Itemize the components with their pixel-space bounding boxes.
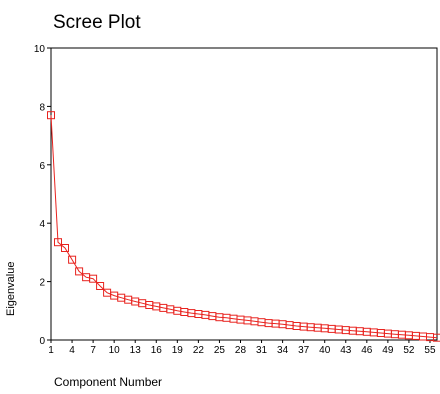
x-tick-label: 7 bbox=[90, 345, 96, 356]
x-axis-label: Component Number bbox=[54, 375, 163, 389]
y-tick-label: 10 bbox=[34, 44, 46, 55]
eigenvalue-markers bbox=[47, 111, 440, 342]
y-axis-ticks: 0 2 4 6 8 10 bbox=[34, 44, 51, 347]
x-tick-label: 10 bbox=[109, 345, 121, 356]
x-tick-label: 55 bbox=[424, 345, 436, 356]
plot-frame bbox=[50, 47, 438, 341]
x-tick-label: 49 bbox=[382, 345, 394, 356]
data-point-marker bbox=[68, 255, 77, 264]
x-tick-label: 31 bbox=[256, 345, 268, 356]
x-tick-label: 43 bbox=[340, 345, 352, 356]
x-tick-label: 46 bbox=[361, 345, 373, 356]
x-tick-label: 37 bbox=[298, 345, 310, 356]
x-tick-label: 28 bbox=[235, 345, 247, 356]
eigenvalue-line bbox=[50, 115, 438, 339]
data-point-marker bbox=[75, 267, 84, 276]
x-tick-label: 25 bbox=[214, 345, 226, 356]
data-point-marker bbox=[433, 333, 440, 342]
y-tick-label: 4 bbox=[39, 219, 45, 230]
x-tick-label: 52 bbox=[403, 345, 415, 356]
y-tick-label: 2 bbox=[39, 278, 45, 289]
data-point-marker bbox=[96, 282, 105, 290]
data-point-marker bbox=[54, 238, 62, 247]
y-tick-label: 8 bbox=[39, 102, 45, 113]
x-tick-label: 34 bbox=[277, 345, 289, 356]
data-point-marker bbox=[47, 111, 55, 120]
x-tick-label: 19 bbox=[172, 345, 184, 356]
x-tick-label: 22 bbox=[193, 345, 205, 356]
x-tick-label: 1 bbox=[48, 345, 54, 356]
chart-title: Scree Plot bbox=[53, 12, 141, 33]
x-axis-ticks: 1 4 7 10 13 16 19 22 25 28 31 34 37 40 43 46 49 52 55 bbox=[48, 340, 436, 356]
x-tick-label: 40 bbox=[319, 345, 331, 356]
data-point-marker bbox=[89, 274, 98, 283]
x-tick-label: 16 bbox=[151, 345, 163, 356]
data-point-marker bbox=[61, 244, 69, 252]
y-tick-label: 6 bbox=[39, 161, 45, 172]
x-tick-label: 13 bbox=[130, 345, 142, 356]
x-tick-label: 4 bbox=[69, 345, 75, 356]
y-tick-label: 0 bbox=[39, 336, 45, 347]
